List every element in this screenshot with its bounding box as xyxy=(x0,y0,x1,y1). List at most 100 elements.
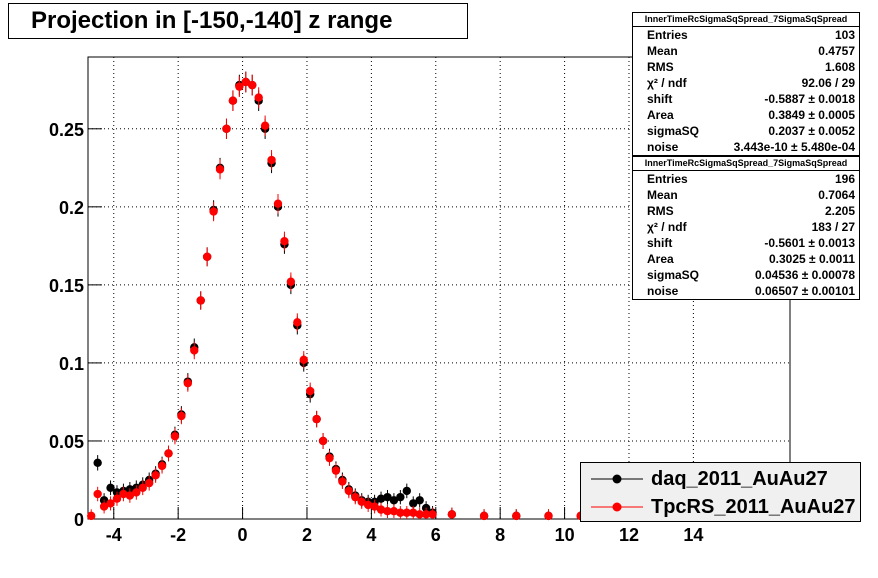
stat-value: 0.04536 ± 0.00078 xyxy=(754,268,855,282)
data-point-tpcrs xyxy=(87,511,96,521)
data-point-tpcrs xyxy=(479,511,489,521)
data-point-tpcrs xyxy=(325,453,334,463)
stat-value: 0.7064 xyxy=(818,188,855,202)
y-tick-label: 0.25 xyxy=(49,120,84,140)
stat-value: 103 xyxy=(834,28,855,42)
data-point-daq xyxy=(409,499,418,508)
data-point-tpcrs xyxy=(428,510,437,519)
data-point-tpcrs xyxy=(312,414,321,424)
stat-key: RMS xyxy=(647,60,674,74)
y-tick-label: 0.2 xyxy=(59,198,84,218)
data-point-tpcrs xyxy=(202,252,212,261)
stat-value: 0.4757 xyxy=(818,44,855,58)
data-point-tpcrs xyxy=(351,492,360,502)
data-point-tpcrs xyxy=(254,93,263,102)
stats-box-title: InnerTimeRcSigmaSqSpread_7SigmaSqSpread xyxy=(633,157,859,171)
stat-value: 1.608 xyxy=(824,60,855,74)
data-point-tpcrs xyxy=(248,80,257,90)
data-point-tpcrs xyxy=(415,510,424,519)
stats-box-daq: InnerTimeRcSigmaSqSpread_7SigmaSqSpread … xyxy=(632,12,860,156)
stat-value: 196 xyxy=(834,172,855,186)
stat-key: Area xyxy=(647,108,674,122)
stat-key: noise xyxy=(647,140,679,154)
data-point-daq xyxy=(376,494,386,503)
data-point-tpcrs xyxy=(331,466,341,475)
data-point-tpcrs xyxy=(112,494,122,503)
data-point-tpcrs xyxy=(389,506,399,516)
legend-item-tpcrs: TpcRS_2011_AuAu27 xyxy=(581,493,860,521)
x-tick-label: 14 xyxy=(683,525,703,545)
stat-key: noise xyxy=(647,284,679,298)
data-point-tpcrs xyxy=(338,477,347,486)
legend-marker-daq xyxy=(591,474,643,484)
y-tick-label: 0 xyxy=(74,510,84,530)
data-point-tpcrs xyxy=(235,82,244,91)
chart-title: Projection in [-150,-140] z range xyxy=(8,3,468,39)
data-point-tpcrs xyxy=(125,491,135,500)
stat-value: 0.3849 ± 0.0005 xyxy=(768,108,855,122)
data-point-tpcrs xyxy=(357,497,366,507)
stat-value: 92.06 / 29 xyxy=(801,76,855,90)
data-point-tpcrs xyxy=(157,461,167,471)
data-point-tpcrs xyxy=(383,506,392,516)
data-point-daq xyxy=(93,458,102,468)
data-point-tpcrs xyxy=(151,471,160,480)
x-tick-label: 8 xyxy=(495,525,505,545)
data-point-tpcrs xyxy=(305,386,315,396)
data-point-tpcrs xyxy=(196,296,205,305)
stat-key: Mean xyxy=(647,188,678,202)
y-tick-label: 0.05 xyxy=(49,432,84,452)
stat-value: 0.06507 ± 0.00101 xyxy=(754,284,855,298)
stat-key: sigmaSQ xyxy=(647,268,700,282)
stats-box-tpcrs: InnerTimeRcSigmaSqSpread_7SigmaSqSpread … xyxy=(632,156,860,300)
x-tick-label: 4 xyxy=(366,525,376,545)
data-point-tpcrs xyxy=(447,510,457,519)
stat-value: -0.5887 ± 0.0018 xyxy=(764,92,855,106)
x-tick-label: 2 xyxy=(302,525,312,545)
stat-key: χ² / ndf xyxy=(647,220,687,234)
data-point-tpcrs xyxy=(177,411,186,421)
stat-value: 0.2037 ± 0.0052 xyxy=(768,124,855,138)
x-tick-label: 10 xyxy=(555,525,575,545)
stat-value: -0.5601 ± 0.0013 xyxy=(764,236,855,250)
stat-key: Mean xyxy=(647,44,678,58)
x-tick-label: -2 xyxy=(170,525,186,545)
y-tick-label: 0.1 xyxy=(59,354,84,374)
legend: daq_2011_AuAu27 TpcRS_2011_AuAu27 xyxy=(580,462,861,522)
data-point-tpcrs xyxy=(318,436,328,446)
data-point-daq xyxy=(106,483,115,492)
data-point-tpcrs xyxy=(267,155,276,165)
data-point-tpcrs xyxy=(119,489,128,499)
stat-key: χ² / ndf xyxy=(647,76,687,90)
legend-label: TpcRS_2011_AuAu27 xyxy=(651,496,856,518)
data-point-tpcrs xyxy=(215,165,225,174)
data-point-tpcrs xyxy=(260,121,270,130)
data-point-daq xyxy=(389,496,399,505)
data-point-tpcrs xyxy=(241,77,250,87)
data-point-tpcrs xyxy=(280,236,289,246)
data-point-tpcrs xyxy=(396,508,405,517)
legend-label: daq_2011_AuAu27 xyxy=(651,468,828,490)
legend-marker-tpcrs xyxy=(591,502,643,512)
data-point-tpcrs xyxy=(344,486,354,496)
stat-key: Entries xyxy=(647,172,688,186)
data-point-tpcrs xyxy=(544,511,553,521)
data-point-tpcrs xyxy=(402,508,411,517)
stat-value: 2.205 xyxy=(824,204,855,218)
data-point-tpcrs xyxy=(138,483,147,492)
stat-key: Entries xyxy=(647,28,688,42)
data-point-tpcrs xyxy=(228,96,238,105)
stat-key: RMS xyxy=(647,204,674,218)
data-point-tpcrs xyxy=(106,499,115,508)
stat-value: 183 / 27 xyxy=(811,220,855,234)
data-point-tpcrs xyxy=(222,124,231,133)
legend-item-daq: daq_2011_AuAu27 xyxy=(581,465,860,493)
data-point-tpcrs xyxy=(170,432,180,441)
data-point-tpcrs xyxy=(99,502,109,511)
stat-key: shift xyxy=(647,236,673,250)
stat-key: Area xyxy=(647,252,674,266)
stats-box-title: InnerTimeRcSigmaSqSpread_7SigmaSqSpread xyxy=(633,13,859,27)
y-tick-label: 0.15 xyxy=(49,276,84,296)
data-point-tpcrs xyxy=(512,511,521,521)
